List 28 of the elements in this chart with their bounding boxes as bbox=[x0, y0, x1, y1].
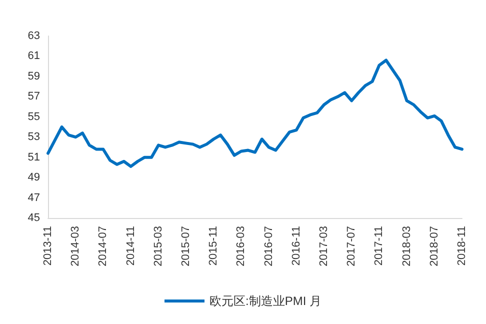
x-tick-label: 2016-11 bbox=[290, 226, 302, 266]
line-series bbox=[46, 58, 464, 168]
x-tick-label: 2013-11 bbox=[42, 226, 54, 266]
x-tick-label: 2017-03 bbox=[318, 226, 330, 266]
y-tick-label: 55 bbox=[28, 110, 40, 123]
x-tick-label: 2016-07 bbox=[262, 226, 275, 266]
y-tick-label: 45 bbox=[28, 212, 40, 224]
x-tick-label: 2014-11 bbox=[124, 226, 137, 266]
y-tick-label: 61 bbox=[28, 50, 40, 62]
y-tick-label: 47 bbox=[28, 192, 40, 204]
x-tick-label: 2014-03 bbox=[70, 226, 82, 266]
y-tick-label: 51 bbox=[28, 151, 40, 164]
x-tick-label: 2014-07 bbox=[97, 226, 110, 266]
y-tick-label: 57 bbox=[28, 90, 40, 103]
y-tick-label: 53 bbox=[28, 131, 40, 144]
y-tick-label: 59 bbox=[28, 70, 40, 82]
x-tick-label: 2015-11 bbox=[208, 226, 220, 266]
x-tick-label: 2017-07 bbox=[346, 226, 358, 266]
y-tick-label: 49 bbox=[28, 172, 40, 184]
x-tick-label: 2018-03 bbox=[400, 226, 413, 266]
x-tick-label: 2018-07 bbox=[428, 226, 440, 266]
legend-label: 欧元区:制造业PMI 月 bbox=[210, 294, 322, 308]
x-tick-label: 2018-11 bbox=[456, 226, 468, 266]
x-tick-label: 2015-03 bbox=[152, 226, 164, 266]
x-tick-label: 2016-03 bbox=[235, 226, 248, 266]
y-tick-label: 63 bbox=[28, 30, 40, 42]
x-tick-label: 2017-11 bbox=[373, 226, 386, 266]
x-tick-label: 2015-07 bbox=[180, 226, 192, 266]
